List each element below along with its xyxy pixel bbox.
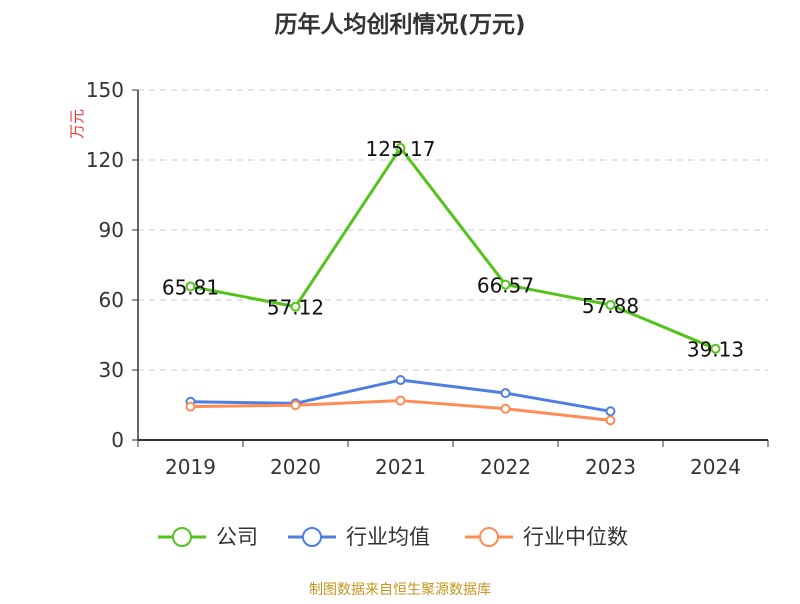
data-label: 66.57 [477, 274, 534, 298]
legend-label: 公司 [216, 525, 258, 549]
data-point [395, 375, 406, 386]
data-label: 57.12 [267, 296, 324, 320]
y-tick-label: 120 [86, 148, 124, 172]
y-tick-label: 0 [111, 428, 124, 452]
x-tick-label: 2023 [585, 455, 636, 479]
x-tick-label: 2019 [165, 455, 216, 479]
data-point [500, 388, 511, 399]
data-point [185, 281, 196, 292]
legend-label: 行业均值 [346, 525, 430, 549]
x-tick-label: 2021 [375, 455, 426, 479]
y-tick-label: 150 [86, 78, 124, 102]
data-point [185, 401, 196, 412]
y-tick-label: 60 [99, 288, 124, 312]
data-point [500, 279, 511, 290]
x-tick-label: 2022 [480, 455, 531, 479]
x-tick-label: 2024 [690, 455, 741, 479]
source-note: 制图数据来自恒生聚源数据库 [309, 582, 491, 598]
data-point [605, 299, 616, 310]
data-point [395, 142, 406, 153]
data-label: 125.17 [366, 137, 436, 161]
data-label: 65.81 [162, 275, 219, 299]
data-point [290, 400, 301, 411]
data-point [500, 403, 511, 414]
chart-title: 历年人均创利情况(万元) [274, 11, 525, 38]
legend-marker [479, 527, 499, 547]
data-label: 39.13 [687, 338, 744, 362]
y-axis-label: 万元 [68, 109, 86, 139]
data-label: 57.88 [582, 294, 639, 318]
y-tick-label: 30 [99, 358, 124, 382]
data-point [290, 301, 301, 312]
y-tick-label: 90 [99, 218, 124, 242]
legend-marker [302, 527, 322, 547]
data-point [710, 343, 721, 354]
x-tick-label: 2020 [270, 455, 321, 479]
data-point [395, 395, 406, 406]
legend-marker [172, 527, 192, 547]
series-line-0 [190, 145, 717, 351]
data-point [605, 406, 616, 417]
data-point [605, 415, 616, 426]
legend-label: 行业中位数 [523, 525, 628, 549]
